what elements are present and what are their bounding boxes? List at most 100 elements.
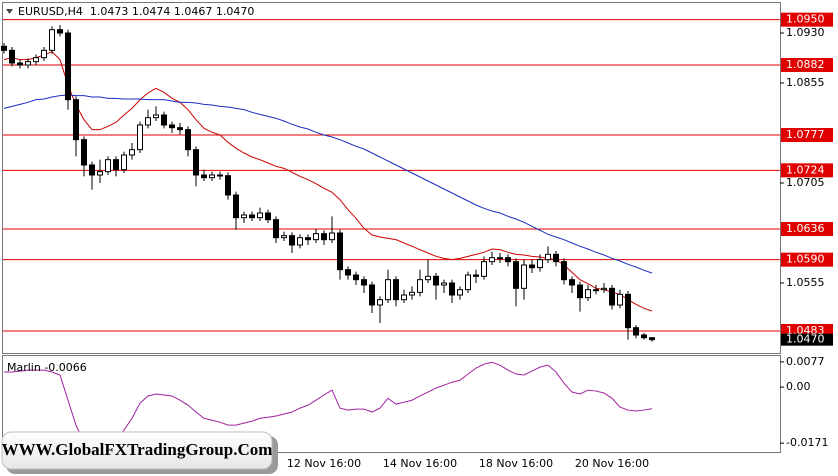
candle-body	[289, 235, 295, 246]
candle-body	[569, 279, 575, 286]
candle-body	[481, 261, 487, 277]
candle-body	[321, 233, 327, 241]
y-tick-label: 1.0555	[786, 276, 825, 289]
candle-body	[233, 194, 239, 219]
candle-body	[529, 264, 535, 269]
candle-body	[249, 214, 255, 219]
candle-body	[97, 171, 103, 176]
candle-body	[625, 293, 631, 329]
candle-body	[489, 257, 495, 263]
candle-body	[433, 275, 439, 286]
candle-body	[633, 327, 639, 336]
candle-body	[161, 114, 167, 126]
candle-body	[65, 32, 71, 101]
candle-body	[537, 259, 543, 269]
candle-body	[553, 253, 559, 263]
candle-body	[121, 154, 127, 171]
candle-body	[521, 264, 527, 289]
candle-body	[49, 29, 55, 51]
level-label-box	[781, 58, 833, 72]
candle-body	[41, 49, 47, 59]
candle-body	[193, 149, 199, 176]
candle-body	[9, 49, 15, 64]
level-label-box	[781, 128, 833, 142]
candle-body	[73, 99, 79, 141]
y-tick-label: 1.0855	[786, 76, 825, 89]
candle-body	[337, 232, 343, 271]
chart-title: EURUSD,H4 1.0473 1.0474 1.0467 1.0470	[18, 5, 254, 18]
level-label: 1.0636	[786, 222, 825, 235]
candle-body	[401, 294, 407, 301]
candle-body	[185, 129, 191, 151]
title-icon	[6, 9, 13, 14]
candle-body	[225, 175, 231, 196]
moving-average-line	[3, 94, 653, 274]
candle-body	[369, 284, 375, 306]
candle-body	[497, 257, 503, 260]
level-label: 1.0724	[786, 163, 825, 176]
candle-body	[505, 257, 511, 263]
candle-body	[169, 124, 175, 129]
candle-body	[113, 159, 119, 171]
candle-body	[385, 279, 391, 301]
candle-body	[105, 159, 111, 173]
candle-body	[81, 139, 87, 166]
candle-body	[313, 233, 319, 241]
candle-body	[457, 289, 463, 296]
candle-body	[593, 289, 599, 292]
x-tick-label: 12 Nov 16:00	[287, 457, 361, 470]
candle-body	[577, 284, 583, 299]
candle-body	[177, 127, 183, 131]
candle-body	[617, 293, 623, 306]
y-tick-label: 0.00	[786, 380, 811, 393]
candle-body	[201, 174, 207, 179]
level-label-box	[781, 12, 833, 27]
last-price-label: 1.0470	[786, 333, 825, 346]
candle-body	[449, 282, 455, 296]
candle-body	[513, 261, 519, 289]
candle-body	[393, 279, 399, 301]
candle-body	[641, 334, 647, 339]
candle-body	[257, 212, 263, 219]
x-tick-label: 14 Nov 16:00	[383, 457, 457, 470]
indicator-title: Marlin -0.0066	[7, 361, 87, 374]
candle-body	[33, 57, 39, 63]
candle-body	[281, 235, 287, 239]
y-tick-label: 1.0705	[786, 176, 825, 189]
candle-body	[473, 274, 479, 277]
level-label: 1.0882	[786, 58, 825, 71]
candle-body	[417, 279, 423, 293]
level-label-box	[781, 163, 833, 178]
candle-body	[265, 212, 271, 221]
candle-body	[585, 289, 591, 299]
candle-body	[361, 279, 367, 286]
candle-body	[465, 274, 471, 291]
candle-body	[209, 174, 215, 179]
candle-body	[25, 61, 31, 66]
level-label: 1.0950	[786, 13, 825, 26]
candle-body	[545, 253, 551, 261]
candle-body	[137, 124, 143, 151]
candle-body	[241, 214, 247, 219]
plot-layer: 1.0930 1.0855 1.0705 1.0555 1.0950 1.0882 1.07…	[1, 5, 833, 470]
candle-body	[89, 164, 95, 176]
candle-body	[561, 261, 567, 281]
y-tick-label: 0.0077	[786, 355, 825, 368]
candle-body	[153, 114, 159, 119]
x-tick-label: 20 Nov 16:00	[575, 457, 649, 470]
level-label: 1.0777	[786, 128, 825, 141]
level-label: 1.0590	[786, 253, 825, 266]
candle-body	[17, 62, 23, 66]
level-label-box	[781, 252, 833, 267]
watermark: WWW.GlobalFXTradingGroup.Com	[2, 440, 273, 459]
candle-body	[377, 299, 383, 306]
candle-body	[353, 274, 359, 281]
moving-average-line	[3, 51, 653, 312]
candle-body	[649, 337, 655, 341]
x-tick-label: 18 Nov 16:00	[479, 457, 553, 470]
candle-body	[129, 149, 135, 156]
candle-body	[601, 287, 607, 291]
candle-body	[441, 282, 447, 286]
